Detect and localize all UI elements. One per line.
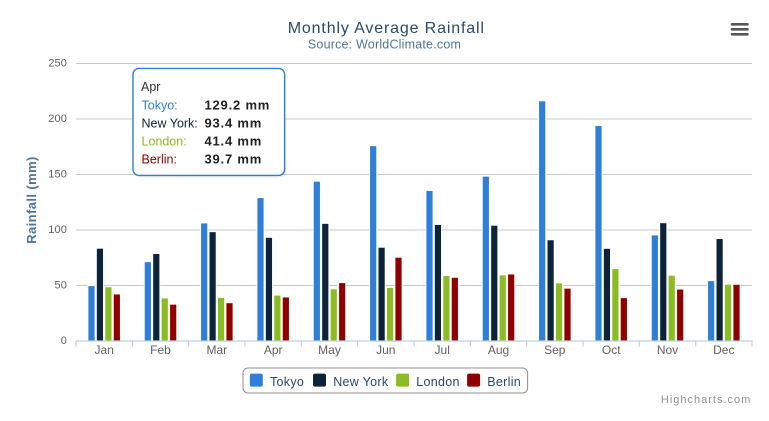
svg-text:129.2 mm: 129.2 mm — [205, 97, 271, 112]
svg-text:Rainfall (mm): Rainfall (mm) — [24, 156, 39, 244]
svg-text:Jul: Jul — [435, 343, 450, 357]
svg-text:Berlin:: Berlin: — [142, 153, 177, 167]
svg-text:200: 200 — [48, 113, 67, 125]
svg-text:London: London — [416, 375, 460, 389]
svg-text:250: 250 — [48, 57, 67, 69]
svg-text:New York:: New York: — [142, 116, 198, 130]
svg-text:Tokyo: Tokyo — [270, 375, 304, 389]
svg-text:Aug: Aug — [488, 343, 509, 357]
svg-text:Mar: Mar — [206, 343, 227, 357]
svg-text:May: May — [318, 343, 341, 357]
svg-text:Monthly Average Rainfall: Monthly Average Rainfall — [288, 20, 485, 37]
svg-text:Oct: Oct — [602, 343, 621, 357]
svg-text:Tokyo:: Tokyo: — [142, 98, 178, 112]
svg-text:93.4 mm: 93.4 mm — [205, 115, 263, 130]
svg-text:100: 100 — [48, 224, 67, 236]
svg-text:New York: New York — [333, 375, 389, 389]
svg-text:Nov: Nov — [657, 343, 678, 357]
svg-text:Feb: Feb — [150, 343, 171, 357]
svg-text:Apr: Apr — [141, 80, 160, 94]
svg-text:150: 150 — [48, 168, 67, 180]
svg-text:39.7 mm: 39.7 mm — [205, 152, 263, 167]
svg-text:Source: WorldClimate.com: Source: WorldClimate.com — [308, 38, 461, 52]
svg-text:Apr: Apr — [264, 343, 283, 357]
svg-text:London:: London: — [142, 135, 187, 149]
svg-text:Sep: Sep — [544, 343, 566, 357]
svg-text:41.4 mm: 41.4 mm — [205, 134, 263, 149]
svg-text:0: 0 — [61, 335, 67, 347]
svg-text:Jun: Jun — [376, 343, 395, 357]
svg-text:Berlin: Berlin — [487, 375, 521, 389]
svg-text:Highcharts.com: Highcharts.com — [661, 394, 751, 406]
svg-text:50: 50 — [54, 279, 67, 291]
svg-text:Jan: Jan — [95, 343, 114, 357]
svg-text:Dec: Dec — [713, 343, 734, 357]
